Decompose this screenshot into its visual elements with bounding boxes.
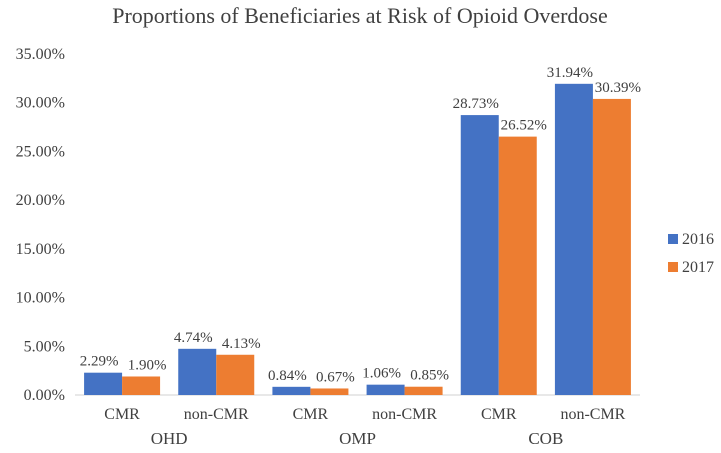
x-category-label: CMR (293, 406, 329, 423)
y-tick-label: 25.00% (16, 143, 65, 160)
x-group-label: OHD (151, 429, 188, 448)
data-label: 2.29% (80, 354, 119, 370)
legend-swatch-2016 (668, 234, 678, 244)
data-label: 4.74% (174, 330, 213, 346)
data-label: 31.94% (547, 65, 593, 81)
data-label: 0.67% (316, 369, 355, 385)
x-category-label: non-CMR (184, 406, 249, 423)
data-label: 1.90% (128, 357, 167, 373)
bar-2016-COB-non-CMR (554, 83, 593, 395)
bar-2016-OHD-non-CMR (178, 348, 217, 395)
legend-swatch-2017 (668, 262, 678, 272)
y-tick-label: 30.00% (16, 95, 65, 112)
y-tick-label: 15.00% (16, 241, 65, 258)
x-category-label: CMR (481, 406, 517, 423)
y-tick-label: 35.00% (16, 46, 65, 63)
legend-label-2016: 2016 (682, 231, 714, 248)
bar-2016-COB-CMR (460, 115, 499, 396)
bars (84, 83, 631, 396)
bar-2017-OHD-non-CMR (216, 354, 255, 395)
x-category-label: CMR (104, 406, 140, 423)
data-label: 26.52% (501, 118, 547, 134)
data-label: 28.73% (453, 96, 499, 112)
y-tick-label: 10.00% (16, 290, 65, 307)
x-category-label: non-CMR (560, 406, 625, 423)
data-label: 30.39% (595, 80, 641, 96)
data-label: 4.13% (222, 336, 261, 352)
bar-2016-OMP-CMR (272, 386, 311, 395)
x-group-label: OMP (339, 429, 376, 448)
legend-label-2017: 2017 (682, 259, 714, 276)
data-label: 1.06% (362, 366, 401, 382)
legend: 2016 2017 (668, 231, 714, 276)
y-tick-label: 0.00% (24, 387, 65, 404)
x-category-label: non-CMR (372, 406, 437, 423)
bar-2017-OMP-CMR (310, 388, 349, 395)
data-label: 0.85% (410, 368, 449, 384)
chart-title: Proportions of Beneficiaries at Risk of … (112, 3, 608, 28)
axes: 0.00% 5.00% 10.00% 15.00% 20.00% 25.00% 30.00%… (16, 46, 640, 448)
data-labels: 2.29% 1.90% 4.74% 4.13% 0.84% 0.67% 1.06% 0.85%… (80, 65, 641, 386)
bar-2017-COB-non-CMR (592, 98, 631, 395)
data-label: 0.84% (268, 368, 307, 384)
x-group-label: COB (528, 429, 563, 448)
y-tick-label: 5.00% (24, 338, 65, 355)
bar-2017-OHD-CMR (122, 376, 161, 395)
bar-2016-OHD-CMR (84, 372, 123, 395)
y-tick-label: 20.00% (16, 192, 65, 209)
bar-2017-OMP-non-CMR (404, 386, 443, 395)
bar-2016-OMP-non-CMR (366, 384, 405, 395)
bar-2017-COB-CMR (498, 136, 537, 395)
